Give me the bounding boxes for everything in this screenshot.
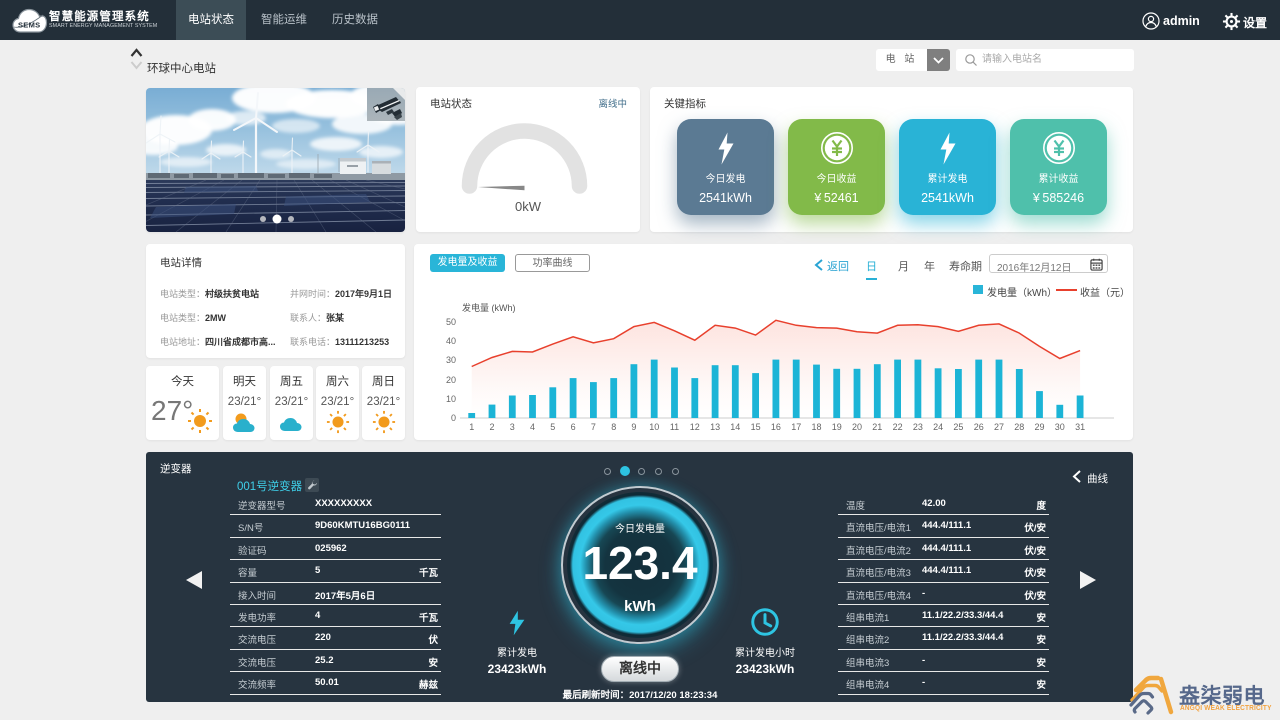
svg-text:16: 16 [771, 422, 781, 432]
svg-text:8: 8 [611, 422, 616, 432]
svg-text:5: 5 [550, 422, 555, 432]
svg-text:SEMS: SEMS [18, 21, 40, 30]
svg-text:3: 3 [510, 422, 515, 432]
svg-text:23: 23 [913, 422, 923, 432]
svg-text:40: 40 [446, 336, 456, 346]
svg-text:24: 24 [933, 422, 943, 432]
svg-text:26: 26 [974, 422, 984, 432]
svg-text:30: 30 [446, 355, 456, 365]
svg-text:10: 10 [649, 422, 659, 432]
svg-text:2: 2 [489, 422, 494, 432]
svg-text:4: 4 [530, 422, 535, 432]
svg-text:1: 1 [469, 422, 474, 432]
svg-text:9: 9 [631, 422, 636, 432]
svg-text:19: 19 [832, 422, 842, 432]
svg-text:18: 18 [811, 422, 821, 432]
svg-text:10: 10 [446, 394, 456, 404]
svg-text:6: 6 [571, 422, 576, 432]
svg-text:30: 30 [1055, 422, 1065, 432]
svg-text:21: 21 [872, 422, 882, 432]
svg-text:27: 27 [994, 422, 1004, 432]
svg-text:20: 20 [446, 375, 456, 385]
svg-text:50: 50 [446, 317, 456, 327]
svg-text:7: 7 [591, 422, 596, 432]
svg-text:28: 28 [1014, 422, 1024, 432]
svg-text:14: 14 [730, 422, 740, 432]
svg-text:发电量 (kWh): 发电量 (kWh) [462, 302, 516, 313]
svg-text:25: 25 [953, 422, 963, 432]
svg-text:12: 12 [690, 422, 700, 432]
svg-text:31: 31 [1075, 422, 1085, 432]
svg-text:15: 15 [751, 422, 761, 432]
svg-text:22: 22 [893, 422, 903, 432]
svg-text:13: 13 [710, 422, 720, 432]
svg-text:29: 29 [1034, 422, 1044, 432]
svg-text:17: 17 [791, 422, 801, 432]
svg-text:11: 11 [670, 422, 679, 432]
svg-text:0: 0 [451, 413, 456, 423]
svg-text:20: 20 [852, 422, 862, 432]
